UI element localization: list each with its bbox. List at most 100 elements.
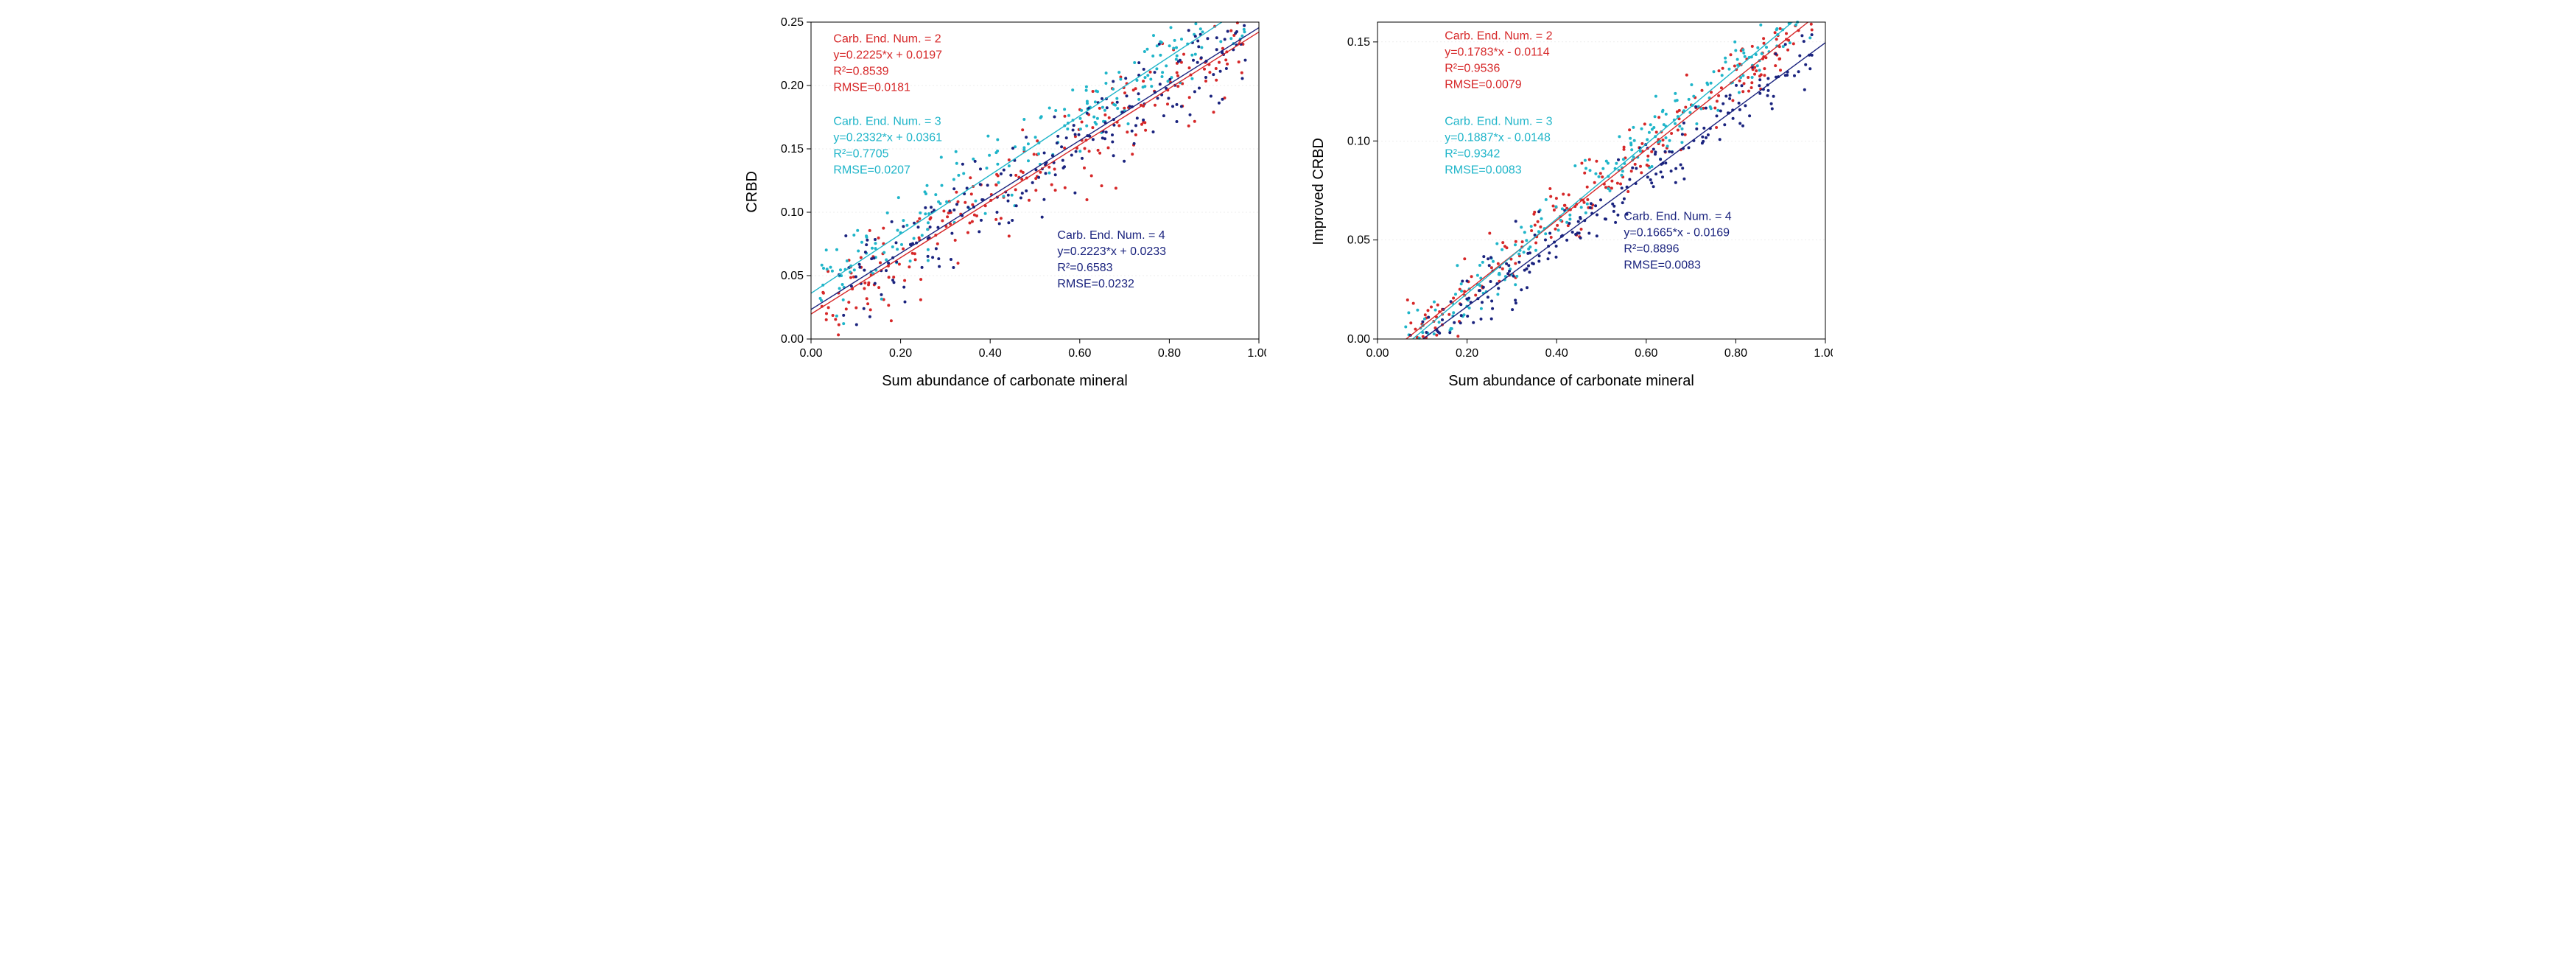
data-point: [1621, 170, 1624, 172]
data-point: [1056, 135, 1059, 138]
data-point: [1685, 74, 1688, 77]
data-point: [1104, 130, 1107, 133]
data-point: [1157, 43, 1160, 46]
data-point: [1506, 272, 1509, 275]
data-point: [1682, 122, 1685, 125]
data-point: [1511, 308, 1514, 311]
data-point: [1209, 95, 1212, 98]
data-point: [1190, 77, 1193, 80]
data-point: [937, 200, 940, 203]
data-point: [1721, 67, 1724, 70]
data-point: [1404, 326, 1407, 329]
data-point: [1086, 102, 1089, 105]
data-point: [1567, 193, 1570, 196]
data-point: [928, 217, 931, 220]
data-point: [897, 263, 900, 266]
data-point: [863, 282, 866, 284]
data-point: [1161, 71, 1164, 74]
svg-text:1.00: 1.00: [1247, 347, 1266, 360]
data-point: [1478, 289, 1481, 292]
data-point: [1525, 239, 1528, 242]
data-point: [1078, 127, 1081, 130]
data-point: [926, 248, 929, 251]
data-point: [1235, 30, 1238, 33]
data-point: [1112, 80, 1115, 83]
data-point: [1589, 202, 1592, 205]
data-point: [1588, 169, 1591, 172]
data-point: [1085, 198, 1088, 201]
data-point: [1661, 144, 1664, 147]
data-point: [1166, 102, 1169, 105]
data-point: [1733, 65, 1736, 68]
data-point: [824, 318, 827, 321]
data-point: [1423, 318, 1426, 321]
data-point: [1531, 262, 1534, 265]
svg-text:0.25: 0.25: [780, 16, 803, 29]
data-point: [1063, 108, 1066, 111]
data-point: [1143, 76, 1146, 79]
data-point: [1002, 169, 1005, 172]
data-point: [1766, 94, 1769, 97]
data-point: [1033, 136, 1036, 139]
data-point: [940, 184, 943, 187]
data-point: [937, 257, 940, 260]
data-point: [1449, 327, 1452, 330]
data-point: [1180, 38, 1183, 41]
data-point: [1640, 127, 1643, 130]
data-point: [1594, 204, 1597, 207]
data-point: [1788, 41, 1791, 44]
data-point: [1175, 103, 1178, 106]
data-point: [1520, 240, 1523, 243]
annotation-line: Carb. End. Num. = 4: [1057, 229, 1165, 242]
data-point: [1565, 239, 1568, 242]
data-point: [920, 266, 923, 269]
data-point: [1153, 71, 1156, 74]
data-point: [1775, 28, 1777, 31]
data-point: [1435, 334, 1438, 337]
data-point: [1217, 102, 1220, 105]
data-point: [1668, 139, 1671, 142]
data-point: [1646, 175, 1649, 178]
data-point: [1416, 309, 1419, 312]
data-point: [1562, 193, 1565, 196]
data-point: [1779, 69, 1782, 71]
svg-text:0.05: 0.05: [1347, 234, 1369, 247]
data-point: [1607, 187, 1610, 190]
data-point: [1537, 254, 1540, 257]
data-point: [1523, 269, 1526, 272]
data-point: [1447, 313, 1450, 316]
data-point: [1548, 232, 1551, 235]
data-point: [1772, 95, 1775, 98]
data-point: [1175, 46, 1178, 49]
data-point: [1194, 22, 1197, 25]
data-point: [1026, 142, 1029, 145]
data-point: [877, 286, 880, 289]
data-point: [1192, 59, 1195, 62]
data-point: [1619, 183, 1622, 186]
data-point: [849, 276, 852, 279]
annotation-line: y=0.1887*x - 0.0148: [1445, 131, 1551, 144]
data-point: [1453, 321, 1456, 324]
data-point: [913, 258, 916, 261]
data-point: [1747, 90, 1750, 93]
data-point: [1083, 167, 1086, 170]
data-point: [1670, 132, 1673, 135]
svg-text:0.00: 0.00: [1366, 347, 1389, 360]
annotation-line: RMSE=0.0083: [1445, 164, 1522, 176]
data-point: [1160, 75, 1163, 78]
data-point: [1486, 296, 1489, 298]
data-point: [1073, 133, 1076, 136]
data-point: [1409, 321, 1412, 324]
data-point: [1053, 116, 1056, 119]
data-point: [1604, 160, 1607, 163]
data-point: [1182, 53, 1185, 56]
data-point: [1430, 306, 1433, 309]
data-point: [1103, 137, 1106, 140]
data-point: [1741, 49, 1744, 52]
data-point: [1769, 102, 1772, 105]
data-point: [1631, 167, 1634, 170]
data-point: [1744, 104, 1747, 107]
data-point: [994, 218, 997, 221]
svg-text:0.15: 0.15: [1347, 36, 1369, 49]
data-point: [1742, 82, 1745, 85]
